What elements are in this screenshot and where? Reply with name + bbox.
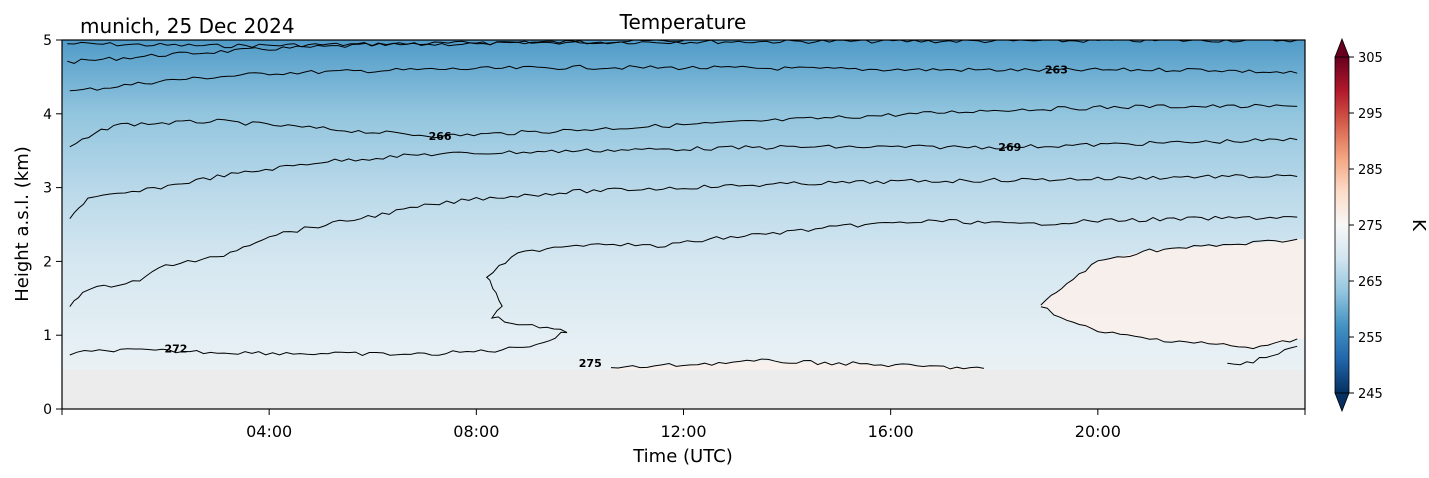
plot-area: 263 266 269 272 275 <box>62 40 1305 409</box>
colorbar-tick-label: 265 <box>1358 275 1383 290</box>
colorbar-ticks: 245 255 265 275 285 295 305 <box>1349 51 1383 402</box>
contour-line <box>69 64 1298 92</box>
y-tick-label: 3 <box>43 181 52 197</box>
y-axis-label: Height a.s.l. (km) <box>12 146 33 302</box>
contour-line <box>67 40 684 49</box>
y-tick-label: 5 <box>43 33 52 49</box>
temperature-field <box>62 40 1305 409</box>
y-tick-label: 1 <box>43 328 52 344</box>
ground-mask <box>62 369 1305 409</box>
colorbar-body <box>1334 56 1350 394</box>
y-axis-ticks: 0 1 2 3 4 5 <box>43 33 62 418</box>
contour-line <box>1040 238 1298 306</box>
contour-line <box>69 137 1298 219</box>
contour-label: 269 <box>998 141 1021 154</box>
contour-label: 275 <box>579 357 602 370</box>
colorbar-tick-label: 305 <box>1358 51 1383 66</box>
contour-line <box>69 174 1298 307</box>
x-axis-ticks: 04:00 08:00 12:00 16:00 20:00 <box>61 409 1306 441</box>
contour-line <box>1040 306 1298 350</box>
contour-label: 272 <box>164 342 187 355</box>
y-tick-label: 4 <box>43 107 52 123</box>
colorbar-tick-label: 275 <box>1358 219 1383 234</box>
contour-line <box>1227 345 1298 366</box>
colorbar-over-arrow <box>1334 37 1350 58</box>
colorbar-tick-label: 295 <box>1358 107 1383 122</box>
contour-label: 263 <box>1045 64 1068 77</box>
x-tick-label: 04:00 <box>246 422 292 441</box>
colorbar-label: K <box>1408 219 1429 232</box>
x-axis-label: Time (UTC) <box>632 446 733 467</box>
contour-line <box>610 358 984 370</box>
y-tick-label: 0 <box>43 402 52 418</box>
x-tick-label: 12:00 <box>660 422 706 441</box>
contour-lines <box>67 40 1298 370</box>
x-tick-label: 08:00 <box>453 422 499 441</box>
colorbar-tick-label: 245 <box>1358 387 1383 402</box>
chart-title: Temperature <box>619 10 747 34</box>
x-tick-label: 20:00 <box>1075 422 1121 441</box>
x-tick-label: 16:00 <box>868 422 914 441</box>
colorbar: 245 255 265 275 285 295 305 K <box>1334 37 1429 413</box>
colorbar-tick-label: 285 <box>1358 163 1383 178</box>
colorbar-tick-label: 255 <box>1358 331 1383 346</box>
contour-labels: 263 266 269 272 275 <box>164 64 1067 371</box>
y-tick-label: 2 <box>43 254 52 270</box>
contour-label: 266 <box>429 130 452 143</box>
contour-line <box>69 103 1298 148</box>
chart-subtitle: munich, 25 Dec 2024 <box>80 14 295 38</box>
colorbar-under-arrow <box>1334 392 1350 413</box>
contour-line <box>69 215 1298 357</box>
warm-region <box>1040 239 1305 349</box>
